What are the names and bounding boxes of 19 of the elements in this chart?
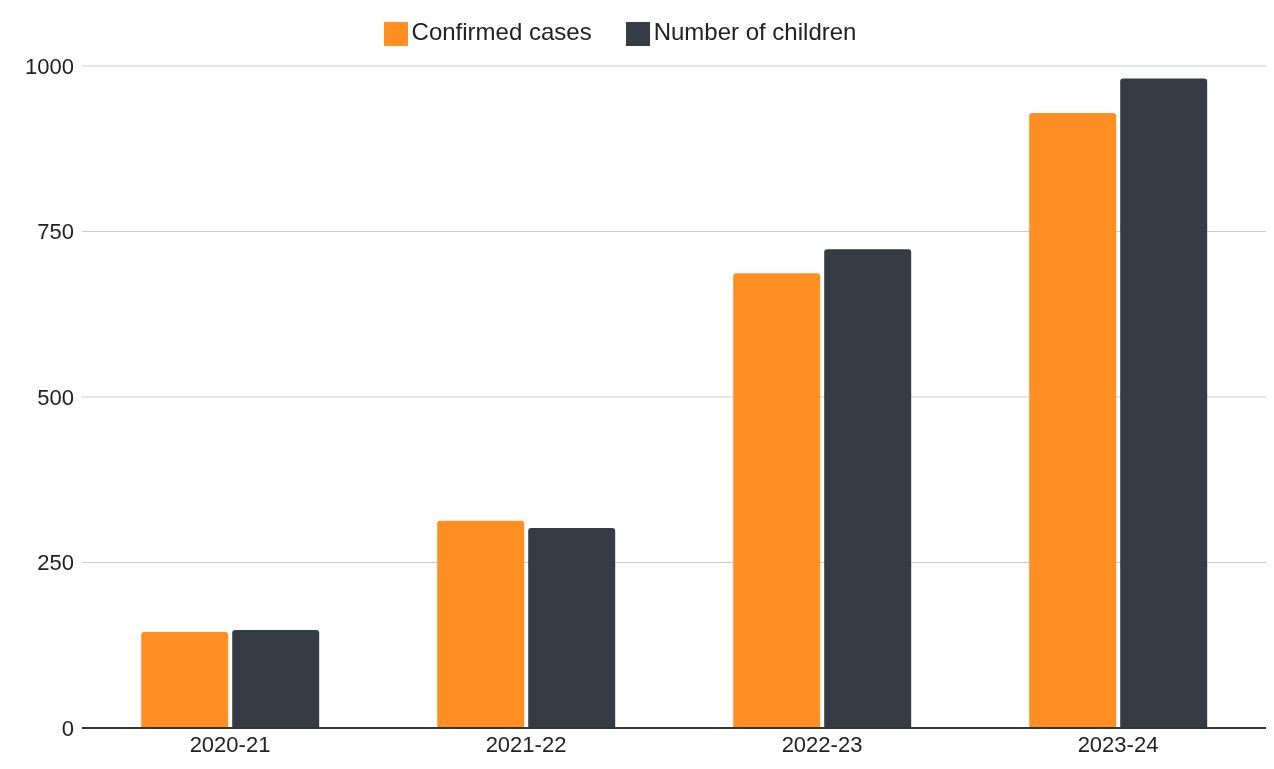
bar — [824, 249, 912, 728]
legend-label: Number of children — [653, 18, 857, 45]
bar — [733, 273, 821, 728]
y-tick-label: 1000 — [25, 53, 74, 79]
y-tick-label: 0 — [61, 715, 74, 741]
bar — [437, 520, 525, 728]
bar — [1029, 113, 1117, 728]
y-tick-label: 250 — [37, 550, 74, 576]
y-tick-label: 500 — [37, 384, 74, 410]
bar — [232, 630, 320, 728]
bar — [141, 632, 229, 728]
x-tick-label: 2022-23 — [781, 731, 863, 757]
legend-label: Confirmed cases — [411, 18, 592, 45]
y-tick-label: 750 — [37, 219, 74, 245]
x-tick-label: 2021-22 — [485, 731, 567, 757]
bar — [528, 528, 616, 728]
x-tick-label: 2023-24 — [1077, 731, 1159, 757]
bar — [1120, 78, 1208, 728]
x-tick-label: 2020-21 — [189, 731, 271, 757]
